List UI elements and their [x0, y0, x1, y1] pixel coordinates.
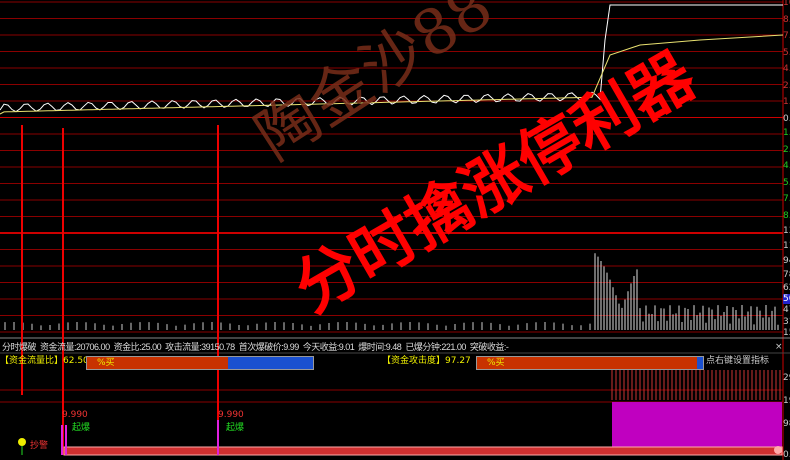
axis-tick-label: 62 [783, 283, 790, 293]
axis-tick-label: 10 [783, 0, 790, 8]
buy-segment [87, 357, 229, 369]
signal-label: 起爆 [226, 423, 245, 433]
fund-ratio: 资金比:25.00 [113, 342, 162, 352]
axis-tick-label: 8. [783, 210, 790, 221]
breakout-gain: 突破收益:- [469, 342, 509, 352]
axis-tick-label: 7. [783, 194, 790, 204]
break-minutes: 已爆分钟:221.00 [405, 342, 466, 352]
axis-tick-label: 19 [783, 396, 790, 406]
indicator-baseline [63, 446, 783, 456]
indicator-area [612, 402, 782, 452]
alarm-icon [18, 438, 26, 446]
fund-flow: 资金流量:20706.00 [40, 342, 110, 352]
fund-attack-bar: %买 [476, 356, 704, 370]
axis-tick-label: 15 [783, 328, 790, 338]
axis-tick-label: 29 [783, 373, 790, 383]
axis-tick-label: 78 [783, 270, 790, 280]
axis-tick-label: 0. [783, 450, 790, 460]
axis-tick-label: 1. [783, 128, 790, 138]
axis-tick-label: 8. [783, 14, 790, 25]
axis-tick-label: 5. [783, 177, 790, 188]
today-gain: 今天收益:9.01 [302, 342, 355, 352]
buy-text: %买 [97, 358, 115, 368]
indicator-info-row: 分时爆破 资金流量:20706.00 资金比:25.00 攻击流量:39150.… [2, 342, 510, 352]
break-time: 爆时间:9.48 [358, 342, 402, 352]
fund-flow-ratio-label: 【资金流量比】62.50 [0, 356, 89, 366]
axis-tick-label: 94 [783, 256, 790, 266]
buy-segment [477, 357, 697, 369]
axis-tick-label: 2. [783, 144, 790, 155]
signal-value: 9.990 [218, 410, 244, 420]
axis-tick-label: 98 [783, 419, 790, 429]
axis-tick-label: 4. [783, 161, 790, 171]
axis-tick-label: 11 [783, 241, 790, 251]
axis-tick-label: 5. [783, 47, 790, 58]
signal-value: 9.990 [62, 410, 88, 420]
axis-tick-label: 4. [783, 64, 790, 74]
indicator-title: 分时爆破 [2, 342, 37, 352]
axis-tick-label: 31 [783, 317, 790, 327]
average-price-line [0, 34, 784, 115]
axis-tick-label: 2. [783, 80, 790, 91]
axis-tick-label: 50 [783, 294, 790, 304]
sell-segment [228, 357, 313, 369]
alarm-label: 抄警 [30, 441, 49, 451]
axis-tick-label: 0. [783, 113, 790, 124]
axis-tick-label: 7. [783, 31, 790, 41]
buy-text: %买 [487, 358, 505, 368]
axis-tick-label: 13 [783, 226, 790, 236]
sell-segment [696, 357, 703, 369]
fund-flow-ratio-bar: %买 [86, 356, 314, 370]
axis-tick-label: 1. [783, 97, 790, 107]
signal-label: 起爆 [72, 423, 91, 433]
end-marker-icon [774, 446, 782, 454]
attack-flow: 攻击流量:39150.78 [165, 342, 235, 352]
axis-tick-label: 47 [783, 305, 790, 315]
fund-attack-label: 【资金攻击度】97.27 [382, 356, 471, 366]
first-break-price: 首次爆破价:9.99 [238, 342, 300, 352]
indicator-settings-hint[interactable]: 点右键设置指标 [706, 356, 770, 366]
close-indicator-button[interactable]: × [775, 342, 783, 352]
